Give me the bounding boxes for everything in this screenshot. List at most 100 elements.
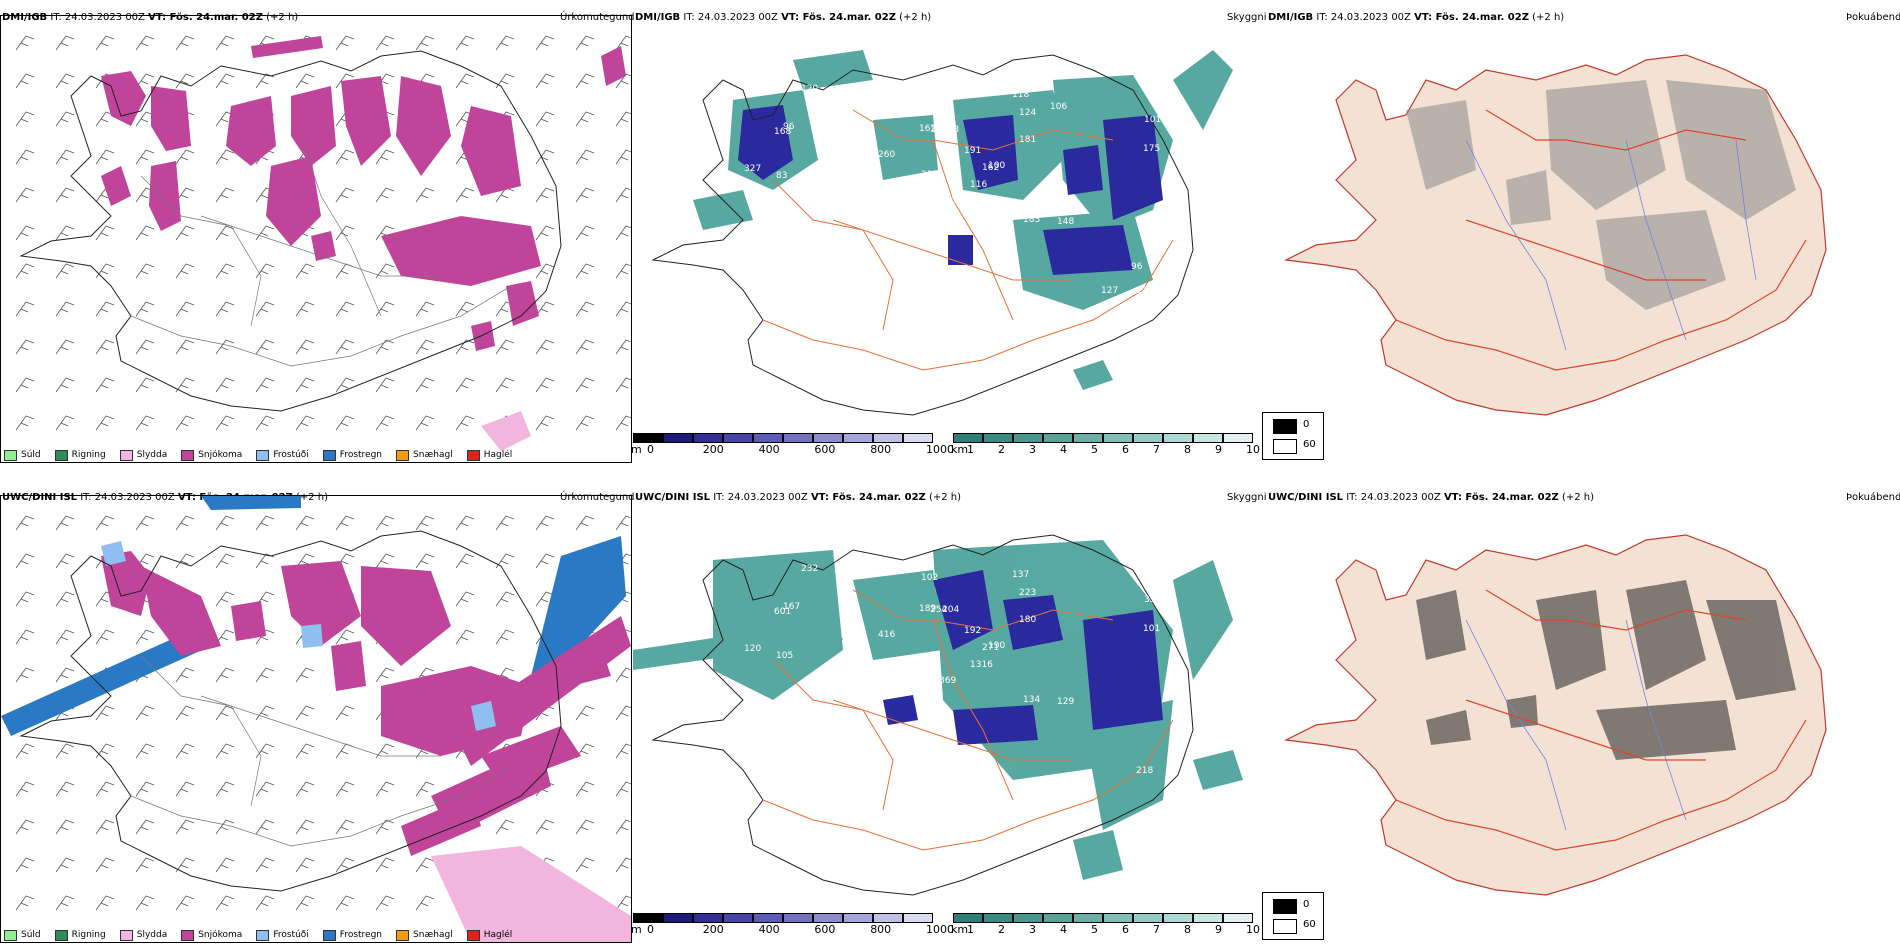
ceiling-label: 148 bbox=[1057, 217, 1074, 227]
ceiling-label: 386 bbox=[918, 664, 935, 674]
fog-scale-white bbox=[1273, 439, 1297, 454]
colorbar-swatch bbox=[1103, 433, 1133, 443]
ceiling-label: 124 bbox=[828, 268, 845, 278]
colorbar-tick: 1 bbox=[967, 923, 974, 936]
ceiling-label: 96 bbox=[1131, 262, 1143, 272]
ceiling-label: 181 bbox=[1019, 135, 1036, 145]
legend-item: Haglél bbox=[466, 929, 512, 941]
ceiling-label: 254 bbox=[930, 605, 947, 615]
legend-item: Frostúði bbox=[256, 929, 309, 941]
colorbar-swatch bbox=[1013, 913, 1043, 923]
precip-map bbox=[0, 15, 635, 463]
ceiling-label: 352 bbox=[791, 243, 808, 253]
ceiling-label: 143 bbox=[848, 725, 865, 735]
colorbar-unit: m bbox=[631, 923, 642, 936]
colorbar-swatch bbox=[1223, 433, 1253, 443]
colorbar-tick: 5 bbox=[1091, 443, 1098, 456]
panel-fog-top: DMI/IGB IT: 24.03.2023 00Z VT: Fös. 24.m… bbox=[1266, 0, 1900, 470]
colorbar-tick: 8 bbox=[1184, 923, 1191, 936]
colorbar-tick: 600 bbox=[814, 443, 836, 456]
ceiling-label: 150 bbox=[939, 196, 956, 206]
param-label: Skyggni bbox=[1227, 492, 1267, 503]
ceiling-label: 107 bbox=[930, 125, 947, 135]
rivers bbox=[1465, 619, 1687, 831]
ceiling-label: 83 bbox=[776, 171, 787, 181]
colorbar-unit: km bbox=[951, 443, 969, 456]
ceiling-label: 102 bbox=[921, 573, 938, 583]
ceiling-label: 129 bbox=[1057, 697, 1074, 707]
iceland-outline bbox=[651, 54, 1194, 416]
ceiling-label: 107 bbox=[842, 242, 859, 252]
colorbar-swatch bbox=[723, 433, 753, 443]
colorbar-tick: 400 bbox=[758, 923, 780, 936]
ceiling-label: 800 bbox=[798, 770, 815, 780]
fog-map bbox=[1266, 500, 1898, 910]
ceiling-label: 206 bbox=[758, 746, 775, 756]
colorbar-tick: 10 bbox=[1246, 923, 1260, 936]
panel-cloud-bottom: UWC/DINI ISL IT: 24.03.2023 00Z VT: Fös.… bbox=[631, 480, 1267, 950]
fog-scale: 0 60 bbox=[1262, 412, 1324, 460]
snow-areas bbox=[101, 551, 631, 856]
visibility-areas bbox=[693, 50, 1233, 390]
colorbar-unit: m bbox=[631, 443, 642, 456]
fog-scale-max: 60 bbox=[1303, 919, 1316, 930]
ceiling-label: 480 bbox=[791, 723, 808, 733]
ceiling-label: 168 bbox=[774, 127, 791, 137]
colorbar-tick: 1000 bbox=[926, 443, 954, 456]
colorbar-swatch bbox=[1073, 433, 1103, 443]
fog-scale-max: 60 bbox=[1303, 439, 1316, 450]
ceiling-label: 154 bbox=[916, 257, 933, 267]
param-label: Skyggni bbox=[1227, 12, 1267, 23]
ceiling-label: 100 bbox=[988, 161, 1005, 171]
colorbar-swatch bbox=[693, 913, 723, 923]
fog-scale-white bbox=[1273, 919, 1297, 934]
ceiling-label: 271 bbox=[982, 643, 999, 653]
ceiling-label: 166 bbox=[918, 184, 935, 194]
ceiling-label: 189 bbox=[919, 604, 936, 614]
colorbar-swatch bbox=[1193, 913, 1223, 923]
colorbar-swatch bbox=[663, 913, 693, 923]
ceiling-label: 180 bbox=[1019, 615, 1036, 625]
fog-scale-min: 0 bbox=[1303, 419, 1310, 430]
colorbar-swatch bbox=[753, 433, 783, 443]
ceiling-label: 172 bbox=[828, 748, 845, 758]
ceiling-label: 130 bbox=[1136, 286, 1153, 296]
precip-legend: Súld Rigning Slydda Snjókoma Frostúði Fr… bbox=[4, 926, 512, 944]
fog-map-svg bbox=[1283, 54, 1827, 416]
ceiling-label: 416 bbox=[878, 630, 895, 640]
colorbar-swatch bbox=[723, 913, 753, 923]
ceiling-label: 369 bbox=[939, 676, 956, 686]
colorbar-swatch bbox=[903, 913, 933, 923]
colorbar-tick: 800 bbox=[870, 923, 892, 936]
freezing-rain-areas bbox=[1, 496, 626, 736]
roads bbox=[130, 655, 512, 847]
cloud-map-svg: 369 601 386 206 271 143 137 204 223 1316 232 218 105… bbox=[633, 534, 1243, 896]
ceiling-label: 118 bbox=[1012, 90, 1029, 100]
colorbar-swatch bbox=[1043, 433, 1073, 443]
colorbar-tick: 4 bbox=[1060, 443, 1067, 456]
sleet-area bbox=[431, 846, 631, 942]
ceiling-label: 162 bbox=[919, 124, 936, 134]
colorbar-unit: km bbox=[951, 923, 969, 936]
colorbar-swatch bbox=[1133, 433, 1163, 443]
param-label: Úrkomutegund bbox=[560, 492, 635, 503]
legend-item: Slydda bbox=[119, 929, 167, 941]
colorbar-swatch bbox=[813, 913, 843, 923]
colorbar-tick: 3 bbox=[1029, 443, 1036, 456]
colorbar-tick: 2 bbox=[998, 923, 1005, 936]
ceiling-colorbar: m 0 200 400 600 800 1000 bbox=[631, 433, 954, 456]
colorbar-tick: 9 bbox=[1215, 443, 1222, 456]
ceiling-label: 120 bbox=[744, 644, 761, 654]
fog-scale-black bbox=[1273, 899, 1297, 914]
colorbar-tick: 1000 bbox=[926, 923, 954, 936]
colorbar-tick: 4 bbox=[1060, 923, 1067, 936]
legend-item: Snjókoma bbox=[181, 929, 242, 941]
legend-item: Snæhagl bbox=[396, 449, 453, 461]
colorbar-swatch bbox=[843, 913, 873, 923]
ceiling-label: 116 bbox=[970, 180, 987, 190]
colorbar-tick: 10 bbox=[1246, 443, 1260, 456]
iceland-outline bbox=[19, 530, 562, 892]
ceiling-label: 101 bbox=[1144, 115, 1161, 125]
ceiling-label: 183 bbox=[1023, 215, 1040, 225]
colorbar-tick: 1 bbox=[967, 443, 974, 456]
